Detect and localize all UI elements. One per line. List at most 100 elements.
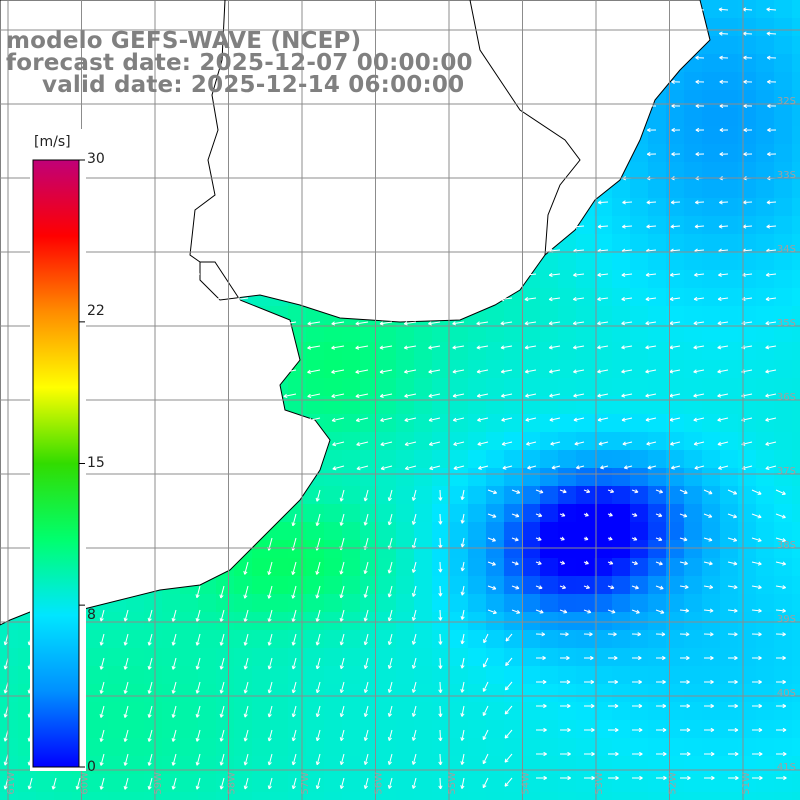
wind-vector [460, 633, 465, 645]
wind-vector [680, 655, 690, 661]
wind-speed-cell [432, 522, 451, 541]
wind-speed-cell [270, 720, 289, 739]
wind-speed-cell [216, 594, 235, 613]
wind-speed-cell [414, 558, 433, 577]
wind-speed-cell [342, 360, 361, 379]
wind-speed-cell [720, 270, 739, 289]
wind-speed-cell [576, 378, 595, 397]
wind-speed-cell [162, 756, 181, 775]
wind-vector [219, 609, 225, 622]
wind-speed-cell [738, 216, 757, 235]
wind-speed-cell [468, 666, 487, 685]
wind-speed-cell [630, 162, 649, 181]
wind-vector [669, 272, 681, 277]
wind-speed-cell [522, 414, 541, 433]
wind-speed-cell [702, 450, 721, 469]
wind-speed-cell [252, 666, 271, 685]
wind-speed-cell [396, 612, 415, 631]
wind-speed-cell [738, 198, 757, 217]
wind-vector [438, 681, 443, 693]
wind-speed-cell [468, 504, 487, 523]
wind-vector [751, 608, 762, 613]
wind-speed-cell [738, 540, 757, 559]
wind-speed-cell [558, 774, 577, 793]
wind-speed-cell [648, 414, 667, 433]
wind-speed-cell [396, 720, 415, 739]
lat-label: 32S [777, 96, 796, 107]
wind-speed-cell [558, 324, 577, 343]
wind-speed-cell [594, 378, 613, 397]
wind-speed-cell [558, 288, 577, 307]
wind-speed-cell [252, 648, 271, 667]
wind-speed-cell [774, 594, 793, 613]
wind-vector [363, 705, 369, 717]
wind-speed-cell [486, 450, 505, 469]
wind-vector [751, 585, 762, 590]
wind-speed-cell [720, 612, 739, 631]
wind-vector [671, 152, 681, 157]
wind-speed-cell [792, 0, 800, 19]
wind-vector [339, 657, 345, 670]
wind-speed-cell [720, 378, 739, 397]
wind-speed-cell [540, 306, 559, 325]
wind-speed-cell [648, 144, 667, 163]
wind-vector [703, 608, 714, 613]
wind-speed-cell [594, 774, 613, 793]
wind-vector [704, 751, 715, 757]
wind-speed-cell [774, 486, 793, 505]
wind-speed-cell [792, 72, 800, 91]
wind-speed-cell [252, 792, 271, 800]
wind-speed-cell [792, 774, 800, 793]
wind-speed-cell [360, 450, 379, 469]
wind-speed-cell [504, 468, 523, 487]
wind-vector [597, 272, 609, 277]
wind-vector [655, 513, 663, 518]
wind-speed-cell [720, 702, 739, 721]
wind-speed-cell [522, 468, 541, 487]
lon-label: 52W [668, 772, 679, 795]
wind-vector [460, 609, 465, 620]
wind-vector [752, 703, 763, 709]
wind-vector [267, 609, 273, 623]
wind-speed-cell [792, 414, 800, 433]
wind-speed-cell [684, 486, 703, 505]
wind-vector [607, 585, 615, 590]
wind-speed-cell [324, 486, 343, 505]
wind-speed-cell [576, 342, 595, 361]
wind-speed-cell [756, 432, 775, 451]
wind-vector [524, 345, 537, 350]
wind-vector [679, 537, 688, 542]
wind-speed-cell [774, 36, 793, 55]
wind-vector [147, 753, 153, 766]
wind-speed-cell [630, 684, 649, 703]
wind-vector [607, 489, 615, 494]
wind-vector [438, 753, 443, 766]
wind-vector [752, 751, 763, 757]
wind-speed-cell [738, 396, 757, 415]
wind-vector [147, 657, 153, 670]
wind-vector [339, 489, 345, 502]
wind-speed-cell [450, 684, 469, 703]
wind-vector [307, 345, 321, 350]
wind-speed-cell [792, 630, 800, 649]
wind-vector [267, 585, 273, 599]
wind-speed-cell [126, 738, 145, 757]
wind-speed-cell [648, 468, 667, 487]
wind-speed-cell [540, 360, 559, 379]
wind-speed-cell [576, 306, 595, 325]
wind-speed-cell [180, 720, 199, 739]
wind-speed-cell [666, 630, 685, 649]
wind-vector [267, 729, 273, 742]
wind-speed-cell [792, 216, 800, 235]
wind-speed-cell [702, 90, 721, 109]
wind-speed-cell [756, 396, 775, 415]
wind-speed-cell [342, 378, 361, 397]
wind-speed-cell [108, 648, 127, 667]
wind-speed-cell [720, 684, 739, 703]
wind-speed-cell [252, 756, 271, 775]
wind-speed-cell [216, 756, 235, 775]
wind-speed-cell [540, 648, 559, 667]
wind-speed-cell [576, 270, 595, 289]
wind-speed-cell [774, 180, 793, 199]
lat-label: 41S [777, 762, 796, 773]
